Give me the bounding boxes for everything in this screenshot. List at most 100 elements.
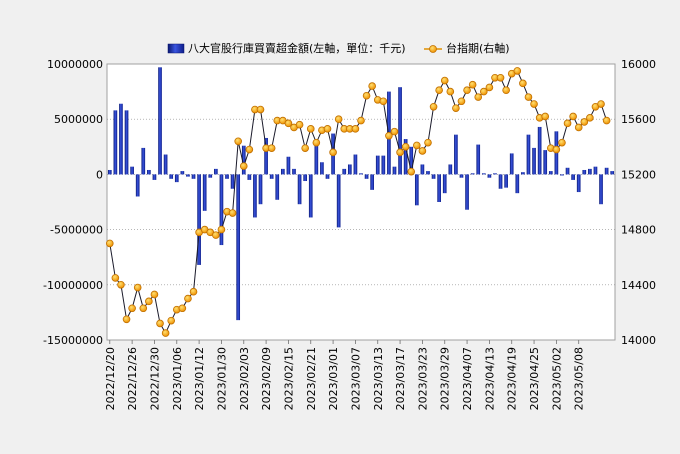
line-point [474, 93, 483, 101]
bar [225, 174, 229, 179]
line-point [407, 167, 416, 176]
x-axis-tick-label: 2022/12/20 [104, 347, 117, 410]
bar [197, 174, 201, 265]
right-axis: 16000 15600 15200 14800 14400 14000 [621, 58, 656, 347]
line-point [485, 83, 494, 92]
legend-bar-swatch [167, 43, 185, 54]
right-axis-tick-label: 14400 [621, 279, 656, 292]
bar [370, 174, 374, 190]
bar [275, 174, 280, 200]
legend-line-label: 台指期(右軸) [446, 41, 510, 55]
bar [141, 147, 146, 175]
bar [437, 174, 441, 202]
bar [420, 164, 425, 175]
x-axis-tick-label: 2023/02/21 [305, 347, 318, 410]
line-point [150, 290, 159, 299]
bar [314, 141, 319, 175]
line-point [145, 297, 153, 306]
bar [208, 174, 213, 178]
legend-line-marker [429, 45, 437, 53]
bar [342, 168, 347, 175]
bar [297, 174, 302, 205]
bar [347, 164, 352, 175]
bar [431, 174, 436, 179]
bar [214, 168, 218, 175]
x-axis-tick-label: 2023/04/19 [506, 347, 519, 410]
bar [543, 150, 548, 175]
x-axis-tick-label: 2023/03/29 [439, 347, 452, 410]
bar [163, 154, 168, 175]
line-point [429, 102, 438, 111]
bar [498, 174, 503, 189]
right-axis-tick-label: 14800 [621, 224, 656, 237]
line-point [435, 86, 443, 95]
line-point [446, 87, 455, 96]
left-axis: 10000000 5000000 0 -5000000 -10000000 -150000… [43, 58, 103, 347]
line-point [530, 100, 538, 108]
line-point [323, 125, 332, 133]
bar [476, 144, 481, 175]
line-point [362, 91, 371, 100]
line-point [452, 104, 460, 112]
line-point [413, 141, 421, 150]
bar [113, 110, 118, 175]
line-point [424, 138, 432, 147]
bar [409, 146, 414, 175]
bar [320, 162, 324, 175]
line-point [329, 148, 337, 157]
bar [264, 137, 268, 175]
bar [604, 167, 609, 175]
bar [247, 174, 252, 180]
bar [364, 174, 369, 179]
line-point [418, 147, 427, 155]
x-axis-tick-label: 2023/04/13 [483, 347, 496, 410]
bar [481, 173, 486, 175]
bar [459, 174, 464, 178]
bar [241, 145, 246, 175]
x-axis-tick-label: 2023/03/23 [416, 347, 429, 410]
line-point [524, 93, 533, 101]
right-axis-tick-label: 16000 [621, 58, 656, 71]
bar [236, 174, 241, 321]
line-point [597, 100, 605, 108]
bar [286, 156, 291, 175]
line-point [217, 225, 226, 234]
line-point [468, 80, 477, 89]
bar [470, 173, 475, 175]
line-point [178, 304, 187, 313]
line-point [301, 144, 309, 152]
line-point [133, 283, 142, 292]
bar [119, 103, 123, 175]
bar [135, 174, 140, 197]
line-point [295, 120, 304, 129]
bar-series [107, 67, 615, 321]
line-point [167, 316, 176, 325]
bar [253, 174, 257, 218]
bar [219, 174, 224, 246]
bar [465, 174, 469, 210]
line-point [139, 304, 148, 313]
line-point [457, 97, 466, 106]
bar [504, 174, 508, 188]
right-axis-tick-label: 14000 [621, 334, 656, 347]
x-axis-tick-label: 2023/05/02 [550, 347, 563, 410]
bar [610, 171, 615, 175]
line-point [569, 112, 577, 121]
x-axis-tick-label: 2023/04/25 [528, 347, 541, 410]
line-point [105, 239, 114, 248]
line-point [496, 74, 505, 82]
bar [414, 174, 419, 206]
line-point [574, 123, 583, 132]
line-point [256, 105, 265, 114]
bar [537, 126, 542, 175]
x-axis-tick-label: 2023/03/13 [372, 347, 385, 410]
bar [308, 174, 313, 218]
bar [582, 169, 587, 175]
bar [152, 174, 157, 180]
bar [281, 168, 285, 175]
line-point [502, 86, 510, 95]
x-axis-tick-label: 2023/01/06 [171, 347, 184, 410]
line-point [558, 138, 566, 147]
bar [303, 174, 308, 182]
line-point [586, 114, 594, 122]
